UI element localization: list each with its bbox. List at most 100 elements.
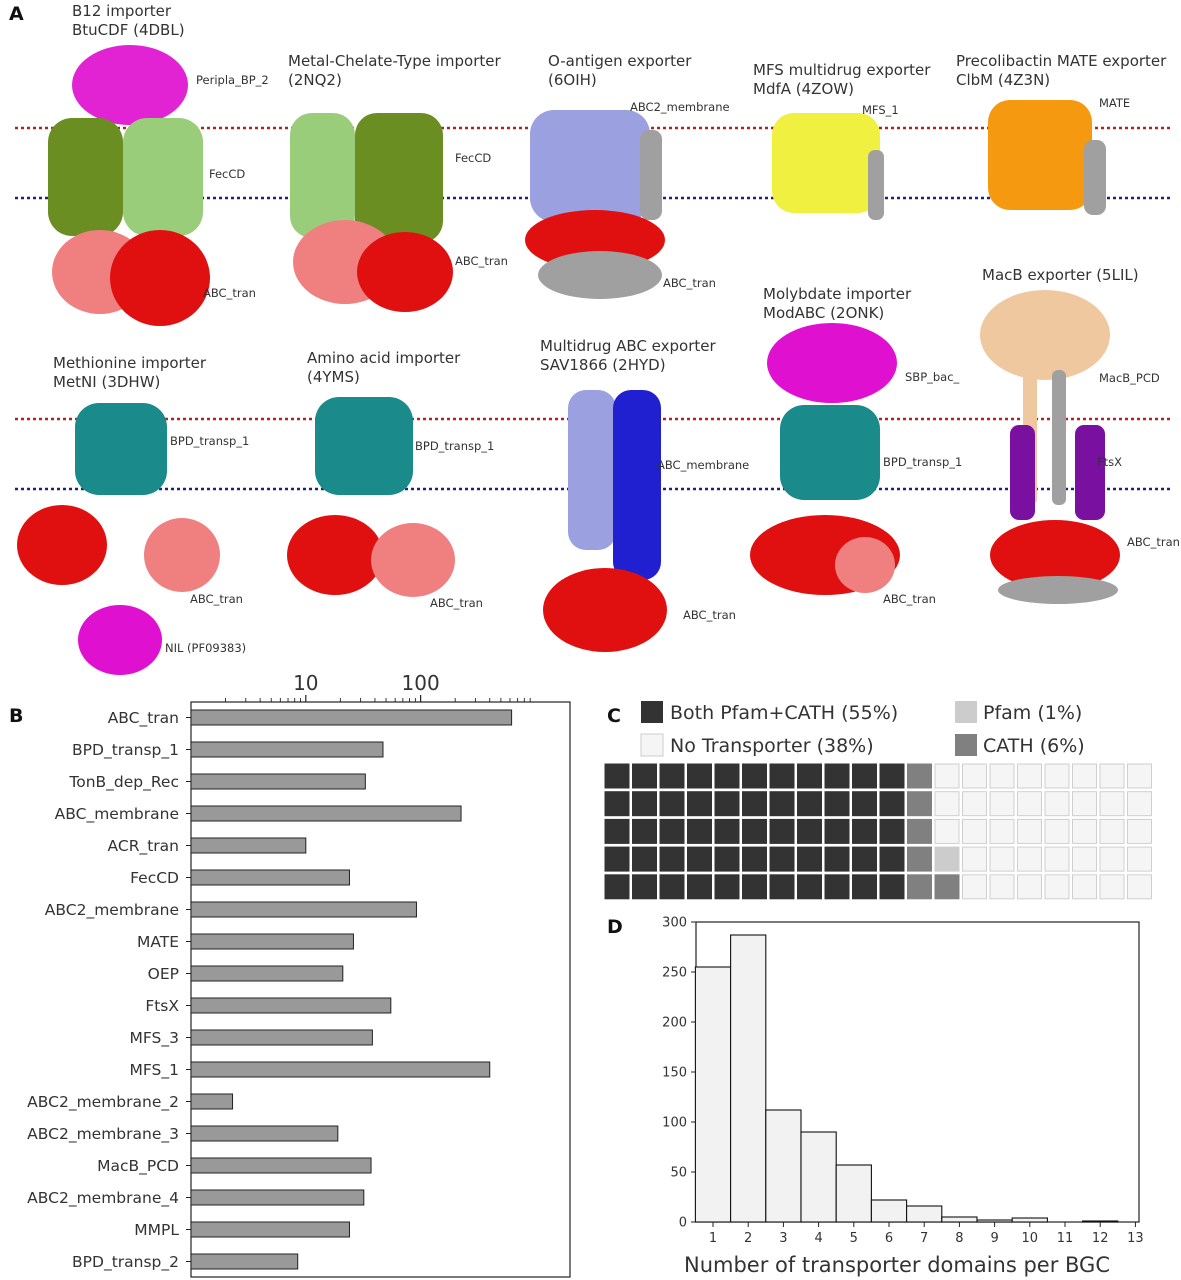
waffle-cell-both [852, 763, 877, 789]
panel-a-letter: A [9, 3, 24, 25]
waffle-cell-none [1017, 818, 1042, 844]
waffle-cell-both [714, 874, 740, 900]
legend-swatch-pfam [955, 701, 977, 723]
bar-mfs-3 [190, 1029, 373, 1046]
mfs-helices [772, 113, 880, 213]
waffle-cell-cath [907, 874, 932, 900]
bar-abc2-membrane [190, 901, 417, 918]
x-tick-label: 13 [1127, 1231, 1144, 1246]
category-label: ABC2_membrane_4 [27, 1189, 179, 1208]
domain-label: NIL (PF09383) [165, 641, 246, 655]
waffle-cell-both [879, 818, 905, 844]
waffle-cell-both [769, 763, 795, 789]
category-label: MMPL [134, 1221, 179, 1239]
category-label: MacB_PCD [97, 1157, 179, 1176]
domain-label: MFS_1 [862, 103, 899, 117]
waffle-cell-both [742, 818, 767, 844]
bar-ftsx [190, 997, 392, 1014]
domain-label: ABC_tran [1127, 535, 1180, 549]
waffle-cell-both [687, 818, 712, 844]
waffle-cell-both [632, 763, 657, 789]
waffle-cell-none [1072, 763, 1097, 789]
structure-9-title-line2: ModABC (2ONK) [763, 304, 884, 322]
bar-mmpl [190, 1221, 350, 1238]
category-label: MFS_3 [130, 1029, 179, 1048]
waffle-cell-none [1127, 791, 1152, 817]
membrane-helix-grey [1084, 140, 1106, 215]
structure-3-title-line1: O-antigen exporter [548, 52, 692, 70]
domain-label: FecCD [209, 167, 245, 181]
ftsx-helices-left [1010, 425, 1035, 520]
domain-label: FtsX [1097, 455, 1122, 469]
structure-macb: MacB exporter (5LIL) MacB_PCD FtsX ABC_t… [980, 266, 1180, 604]
y-tick-label: 150 [662, 1066, 687, 1081]
domain-label: MATE [1099, 96, 1130, 110]
domain-label: FecCD [455, 151, 491, 165]
bar-oep [190, 965, 344, 982]
waffle-cell-both [852, 874, 877, 900]
category-label: MATE [137, 933, 179, 951]
category-label: ACR_tran [108, 837, 179, 856]
bar-abc2-membrane-2 [190, 1093, 234, 1110]
waffle-cell-both [852, 846, 877, 872]
waffle-cell-none [1099, 874, 1125, 900]
waffle-cell-both [797, 818, 822, 844]
abc-tran-left [17, 505, 107, 585]
structure-10-title: MacB exporter (5LIL) [982, 266, 1139, 284]
structure-8-title-line2: SAV1866 (2HYD) [540, 356, 666, 374]
waffle-cell-none [1044, 791, 1070, 817]
waffle-cell-cath [907, 818, 932, 844]
bar-mfs-1 [190, 1061, 491, 1078]
histogram-bar-3 [765, 1109, 802, 1223]
waffle-cell-both [632, 818, 657, 844]
membrane-helix-grey [868, 150, 884, 220]
waffle-cell-none [962, 846, 987, 872]
waffle-cell-none [1099, 763, 1125, 789]
abc-tran-grey [538, 251, 662, 299]
structure-4-title-line1: MFS multidrug exporter [753, 61, 931, 79]
structure-mdfa: MFS multidrug exporter MdfA (4ZOW) MFS_1 [753, 61, 931, 220]
x-tick-label: 4 [814, 1231, 822, 1246]
bar-abc2-membrane-3 [190, 1125, 339, 1142]
legend-label-both: Both Pfam+CATH (55%) [670, 702, 898, 724]
x-tick-label: 3 [779, 1231, 787, 1246]
bar-bpd-transp-2 [190, 1253, 299, 1270]
bar-mate [190, 933, 354, 950]
abc-tran-right [144, 518, 220, 592]
structure-6oih: O-antigen exporter (6OIH) ABC2_membrane … [525, 52, 730, 299]
panel-b-plot: 10 100 ABC_tran BPD_transp_1 TonB_dep_Rec ABC… [27, 671, 531, 1272]
category-label: MFS_1 [130, 1061, 179, 1080]
domain-label: ABC_tran [883, 592, 936, 606]
structure-modabc: Molybdate importer ModABC (2ONK) SBP_bac… [750, 285, 962, 606]
domain-label: BPD_transp_1 [415, 439, 494, 453]
waffle-grid [604, 763, 1152, 900]
histogram-bar-9 [976, 1219, 1013, 1223]
domain-label: ABC_membrane [657, 458, 749, 472]
legend-label-none: No Transporter (38%) [670, 735, 874, 757]
membrane-helix-grey [640, 130, 662, 220]
waffle-cell-both [742, 763, 767, 789]
waffle-cell-cath [907, 846, 932, 872]
waffle-cell-both [604, 874, 630, 900]
y-tick-label: 250 [662, 966, 687, 981]
waffle-cell-none [989, 818, 1015, 844]
waffle-cell-none [1017, 846, 1042, 872]
waffle-cell-both [659, 874, 685, 900]
domain-label: BPD_transp_1 [883, 455, 962, 469]
x-tick-label: 5 [850, 1231, 858, 1246]
category-label: BPD_transp_2 [72, 1253, 179, 1272]
waffle-cell-both [879, 791, 905, 817]
bar-abc-tran [190, 709, 513, 726]
structure-6-title-line1: Methionine importer [53, 354, 207, 372]
domain-label: ABC_tran [203, 286, 256, 300]
x-tick-label: 10 [1022, 1231, 1039, 1246]
waffle-cell-both [714, 763, 740, 789]
waffle-cell-cath [907, 791, 932, 817]
structure-4yms: Amino acid importer (4YMS) BPD_transp_1 … [287, 349, 494, 610]
waffle-cell-both [824, 791, 850, 817]
structure-8-title-line1: Multidrug ABC exporter [540, 337, 716, 355]
panel-b-frame [190, 701, 571, 1278]
waffle-cell-both [742, 846, 767, 872]
sbp-bac-protein [767, 323, 897, 403]
histogram-bar-10 [1011, 1217, 1048, 1223]
